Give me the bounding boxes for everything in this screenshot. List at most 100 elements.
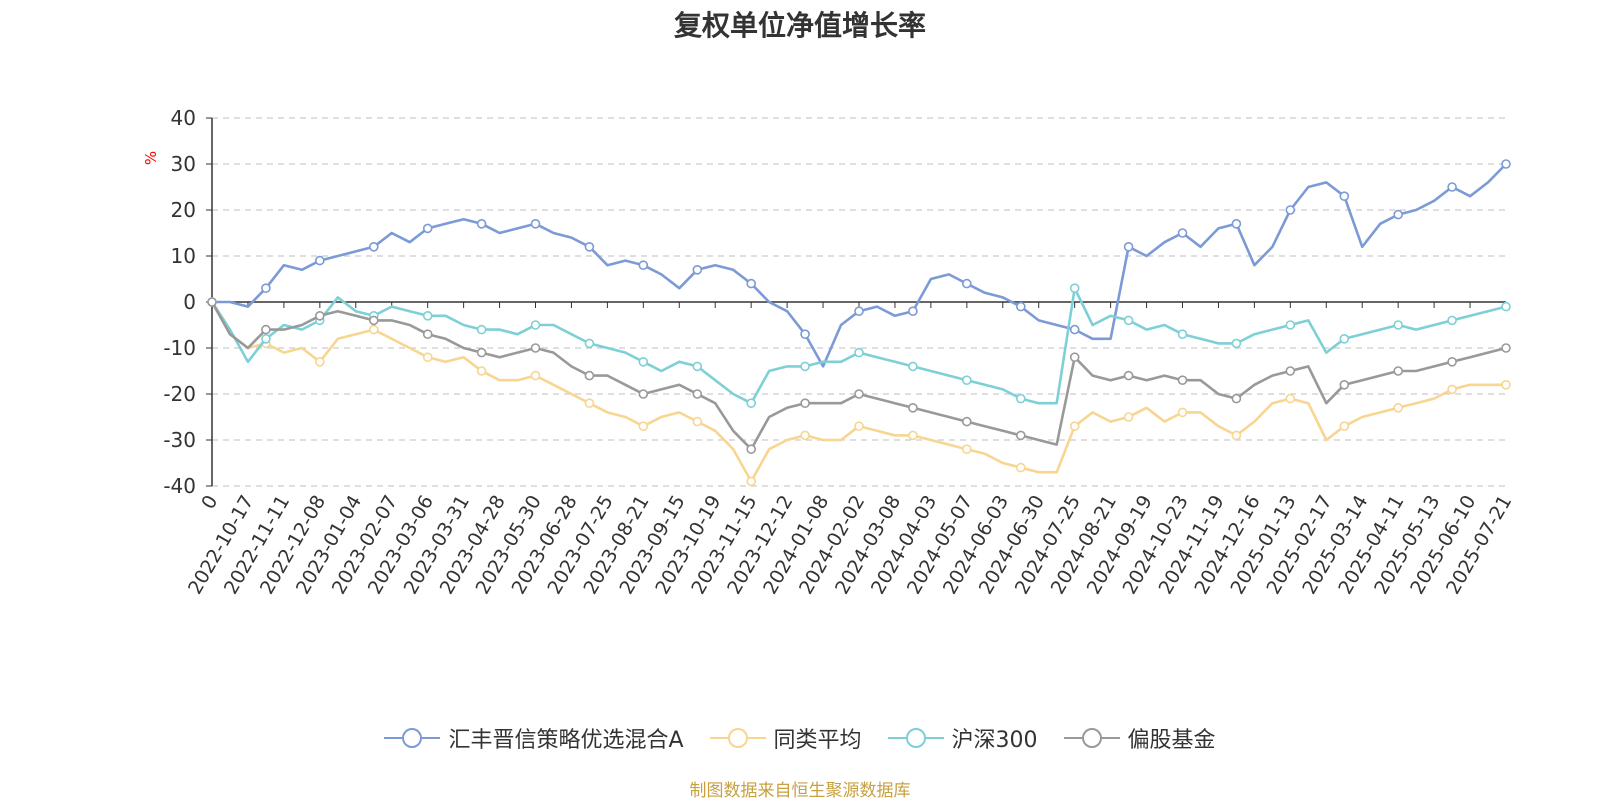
series-3-point-66	[1393, 366, 1403, 376]
series-3-point-9	[368, 315, 379, 326]
series-1-point-45	[1015, 462, 1026, 473]
series-1-point-39	[908, 430, 918, 441]
legend-item-0[interactable]: 汇丰晋信策略优选混合A	[384, 722, 684, 754]
series-2-point-12	[422, 310, 433, 321]
series-3-point-36	[854, 389, 864, 399]
series-2-point-51	[1123, 315, 1134, 326]
series-1-point-18	[530, 370, 541, 381]
y-tick-label-2: 20	[171, 198, 196, 222]
series-1-point-36	[854, 421, 864, 432]
series-0-point-39	[908, 306, 918, 317]
series-0-point-15	[476, 219, 487, 229]
series-1-point-72	[1501, 379, 1511, 390]
series-1-point-6	[314, 356, 325, 367]
y-tick-label-5: -10	[163, 336, 196, 360]
series-1-point-60	[1285, 393, 1296, 404]
series-0-point-12	[422, 223, 433, 234]
series-0-point-18	[530, 219, 541, 229]
legend-marker-1	[709, 728, 766, 748]
series-0-point-57	[1231, 219, 1242, 229]
legend-item-3[interactable]: 偏股基金	[1063, 722, 1216, 754]
legend-label-2: 沪深300	[951, 728, 1038, 753]
series-3-point-48	[1069, 352, 1080, 363]
y-tick-label-0: 40	[171, 106, 196, 130]
series-0-point-36	[854, 306, 864, 317]
series-2-point-3	[261, 333, 271, 344]
legend-label-0: 汇丰晋信策略优选混合A	[448, 728, 684, 753]
series-0-point-3	[261, 283, 271, 294]
series-1-point-21	[584, 398, 595, 409]
series-line-0	[212, 163, 1507, 368]
series-1-point-30	[746, 476, 757, 487]
series-points-3	[207, 297, 1511, 455]
series-3-point-15	[476, 347, 487, 358]
series-3-point-57	[1231, 393, 1242, 404]
series-2-point-69	[1447, 315, 1457, 326]
series-3-point-60	[1285, 366, 1296, 376]
legend-item-2[interactable]: 沪深300	[887, 722, 1038, 754]
y-tick-label-4: 0	[183, 290, 196, 314]
series-3-point-3	[261, 324, 271, 335]
series-2-point-30	[746, 398, 757, 409]
series-points-0	[207, 159, 1511, 340]
series-2-point-63	[1339, 333, 1350, 344]
series-2-point-39	[908, 361, 918, 372]
y-tick-label-7: -30	[163, 428, 196, 452]
series-0-point-45	[1015, 301, 1026, 312]
y-tick-label-8: -40	[163, 474, 196, 498]
series-points-1	[207, 297, 1511, 487]
legend-label-1: 同类平均	[773, 728, 862, 753]
series-3-point-39	[908, 402, 918, 413]
series-1-point-12	[422, 352, 433, 363]
series-1-point-69	[1447, 384, 1457, 395]
series-2-point-57	[1231, 338, 1242, 349]
series-2-point-33	[800, 361, 810, 372]
series-0-point-63	[1339, 191, 1350, 201]
series-0-point-60	[1285, 205, 1296, 215]
series-2-point-48	[1069, 283, 1080, 294]
legend-marker-3	[1063, 728, 1120, 748]
chart-legend: 汇丰晋信策略优选混合A 同类平均 沪深300 偏股基金	[0, 722, 1600, 754]
series-3-point-12	[422, 329, 433, 340]
legend-label-3: 偏股基金	[1127, 728, 1216, 753]
source-note: 制图数据来自恒生聚源数据库	[689, 781, 911, 801]
series-0-point-51	[1123, 242, 1134, 252]
series-0-point-9	[368, 242, 379, 252]
legend-marker-0	[384, 728, 441, 748]
series-0-point-33	[800, 329, 810, 340]
series-3-point-63	[1339, 379, 1350, 390]
legend-marker-2	[887, 728, 944, 748]
series-1-point-48	[1069, 421, 1080, 432]
series-0-point-42	[961, 278, 972, 289]
series-3-point-51	[1123, 370, 1134, 381]
series-1-point-51	[1123, 412, 1134, 422]
series-3-point-18	[530, 343, 541, 353]
series-2-point-66	[1393, 320, 1403, 330]
series-3-point-6	[314, 310, 325, 321]
series-3-point-21	[584, 370, 595, 381]
series-0-point-6	[314, 255, 325, 266]
series-3-point-42	[961, 416, 972, 427]
series-3-point-72	[1501, 343, 1511, 353]
y-tick-label-6: -20	[163, 382, 196, 406]
series-2-point-15	[476, 324, 487, 335]
series-0-point-21	[584, 242, 595, 252]
series-0-point-66	[1393, 209, 1403, 220]
series-0-point-72	[1501, 159, 1511, 169]
series-3-point-45	[1015, 430, 1026, 441]
series-1-point-9	[368, 324, 379, 335]
series-2-point-18	[530, 320, 541, 330]
series-1-point-24	[638, 421, 649, 432]
series-0-point-54	[1177, 228, 1188, 238]
series-0-point-27	[692, 264, 703, 275]
legend-item-1[interactable]: 同类平均	[709, 722, 862, 754]
series-2-point-27	[692, 361, 703, 372]
chart-title: 复权单位净值增长率	[673, 9, 926, 42]
series-0-point-24	[638, 260, 649, 271]
series-2-point-54	[1177, 329, 1188, 340]
series-2-point-36	[854, 347, 864, 358]
series-3-point-27	[692, 389, 703, 399]
series-1-point-66	[1393, 402, 1403, 413]
series-3-point-69	[1447, 356, 1457, 367]
